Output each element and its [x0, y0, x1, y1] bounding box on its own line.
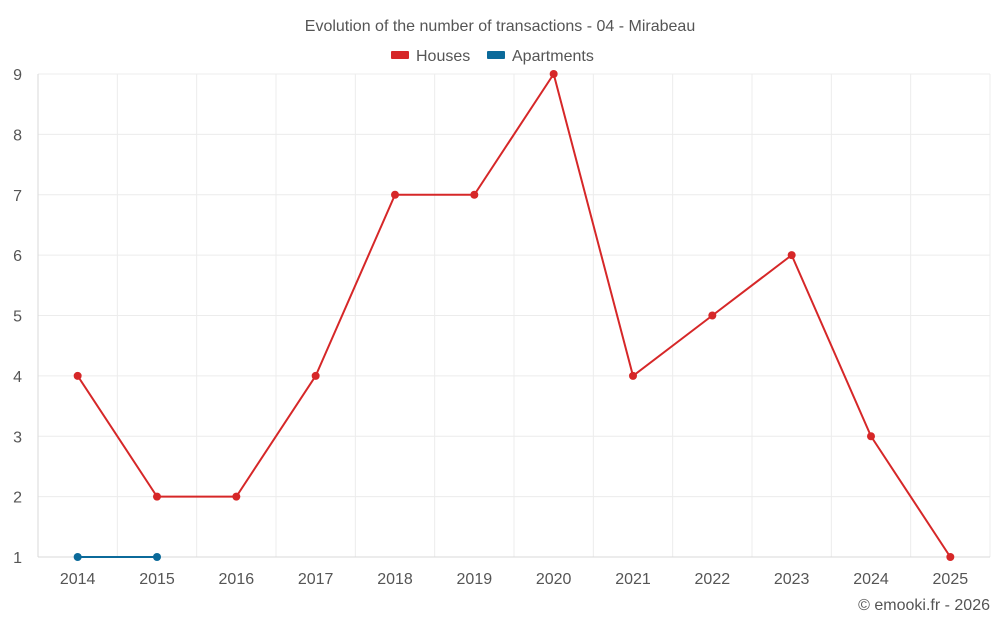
x-tick-label-2021: 2021 — [615, 571, 651, 588]
grid — [37, 73, 991, 558]
x-tick-label-2019: 2019 — [457, 571, 493, 588]
series-houses — [73, 70, 955, 561]
houses-point-2014[interactable] — [73, 371, 82, 380]
plot-area — [73, 70, 955, 561]
houses-point-2021[interactable] — [629, 371, 637, 380]
y-tick-label-3: 3 — [13, 429, 22, 446]
houses-point-2025[interactable] — [946, 553, 955, 561]
y-tick-label-8: 8 — [13, 127, 22, 144]
y-tick-label-5: 5 — [13, 309, 22, 326]
y-tick-label-9: 9 — [13, 67, 22, 84]
x-tick-label-2018: 2018 — [377, 571, 413, 588]
x-tick-label-2022: 2022 — [695, 571, 731, 588]
houses-line-segment-1 — [76, 73, 952, 558]
x-tick-label-2017: 2017 — [298, 571, 334, 588]
legend-swatch-houses[interactable] — [391, 51, 409, 59]
legend-label-houses[interactable]: Houses — [416, 48, 470, 65]
houses-point-2018[interactable] — [391, 190, 399, 199]
x-tick-label-2020: 2020 — [536, 571, 572, 588]
houses-point-2019[interactable] — [470, 190, 479, 199]
chart-title: Evolution of the number of transactions … — [305, 18, 695, 35]
axes: 1 2 3 4 5 6 7 8 9 2014 2015 2016 2017 2018 2019 2020 202… — [13, 67, 990, 588]
x-tick-label-2015: 2015 — [139, 571, 175, 588]
houses-point-2023[interactable] — [787, 251, 796, 260]
houses-point-2024[interactable] — [867, 432, 875, 441]
x-tick-label-2024: 2024 — [853, 571, 889, 588]
x-tick-label-2025: 2025 — [933, 571, 969, 588]
houses-point-2017[interactable] — [311, 371, 320, 380]
x-tick-label-2023: 2023 — [774, 571, 810, 588]
apartments-point-2014[interactable] — [73, 553, 82, 561]
legend-label-apartments[interactable]: Apartments — [512, 48, 594, 65]
apartments-point-2015[interactable] — [153, 553, 161, 561]
x-tick-label-2016: 2016 — [219, 571, 255, 588]
houses-point-2020[interactable] — [549, 70, 558, 78]
y-tick-label-1: 1 — [13, 550, 22, 567]
legend-swatch-apartments[interactable] — [487, 51, 505, 59]
footer-credit: © emooki.fr - 2026 — [858, 597, 990, 614]
houses-point-2022[interactable] — [708, 311, 717, 320]
y-tick-label-6: 6 — [13, 248, 22, 265]
series-apartments — [73, 553, 161, 561]
houses-point-2015[interactable] — [153, 492, 161, 501]
y-tick-label-2: 2 — [13, 490, 22, 507]
y-tick-label-7: 7 — [13, 188, 22, 205]
y-tick-label-4: 4 — [13, 369, 22, 386]
legend: Houses Apartments — [391, 48, 594, 65]
x-tick-label-2014: 2014 — [60, 571, 96, 588]
houses-point-2016[interactable] — [232, 492, 241, 501]
